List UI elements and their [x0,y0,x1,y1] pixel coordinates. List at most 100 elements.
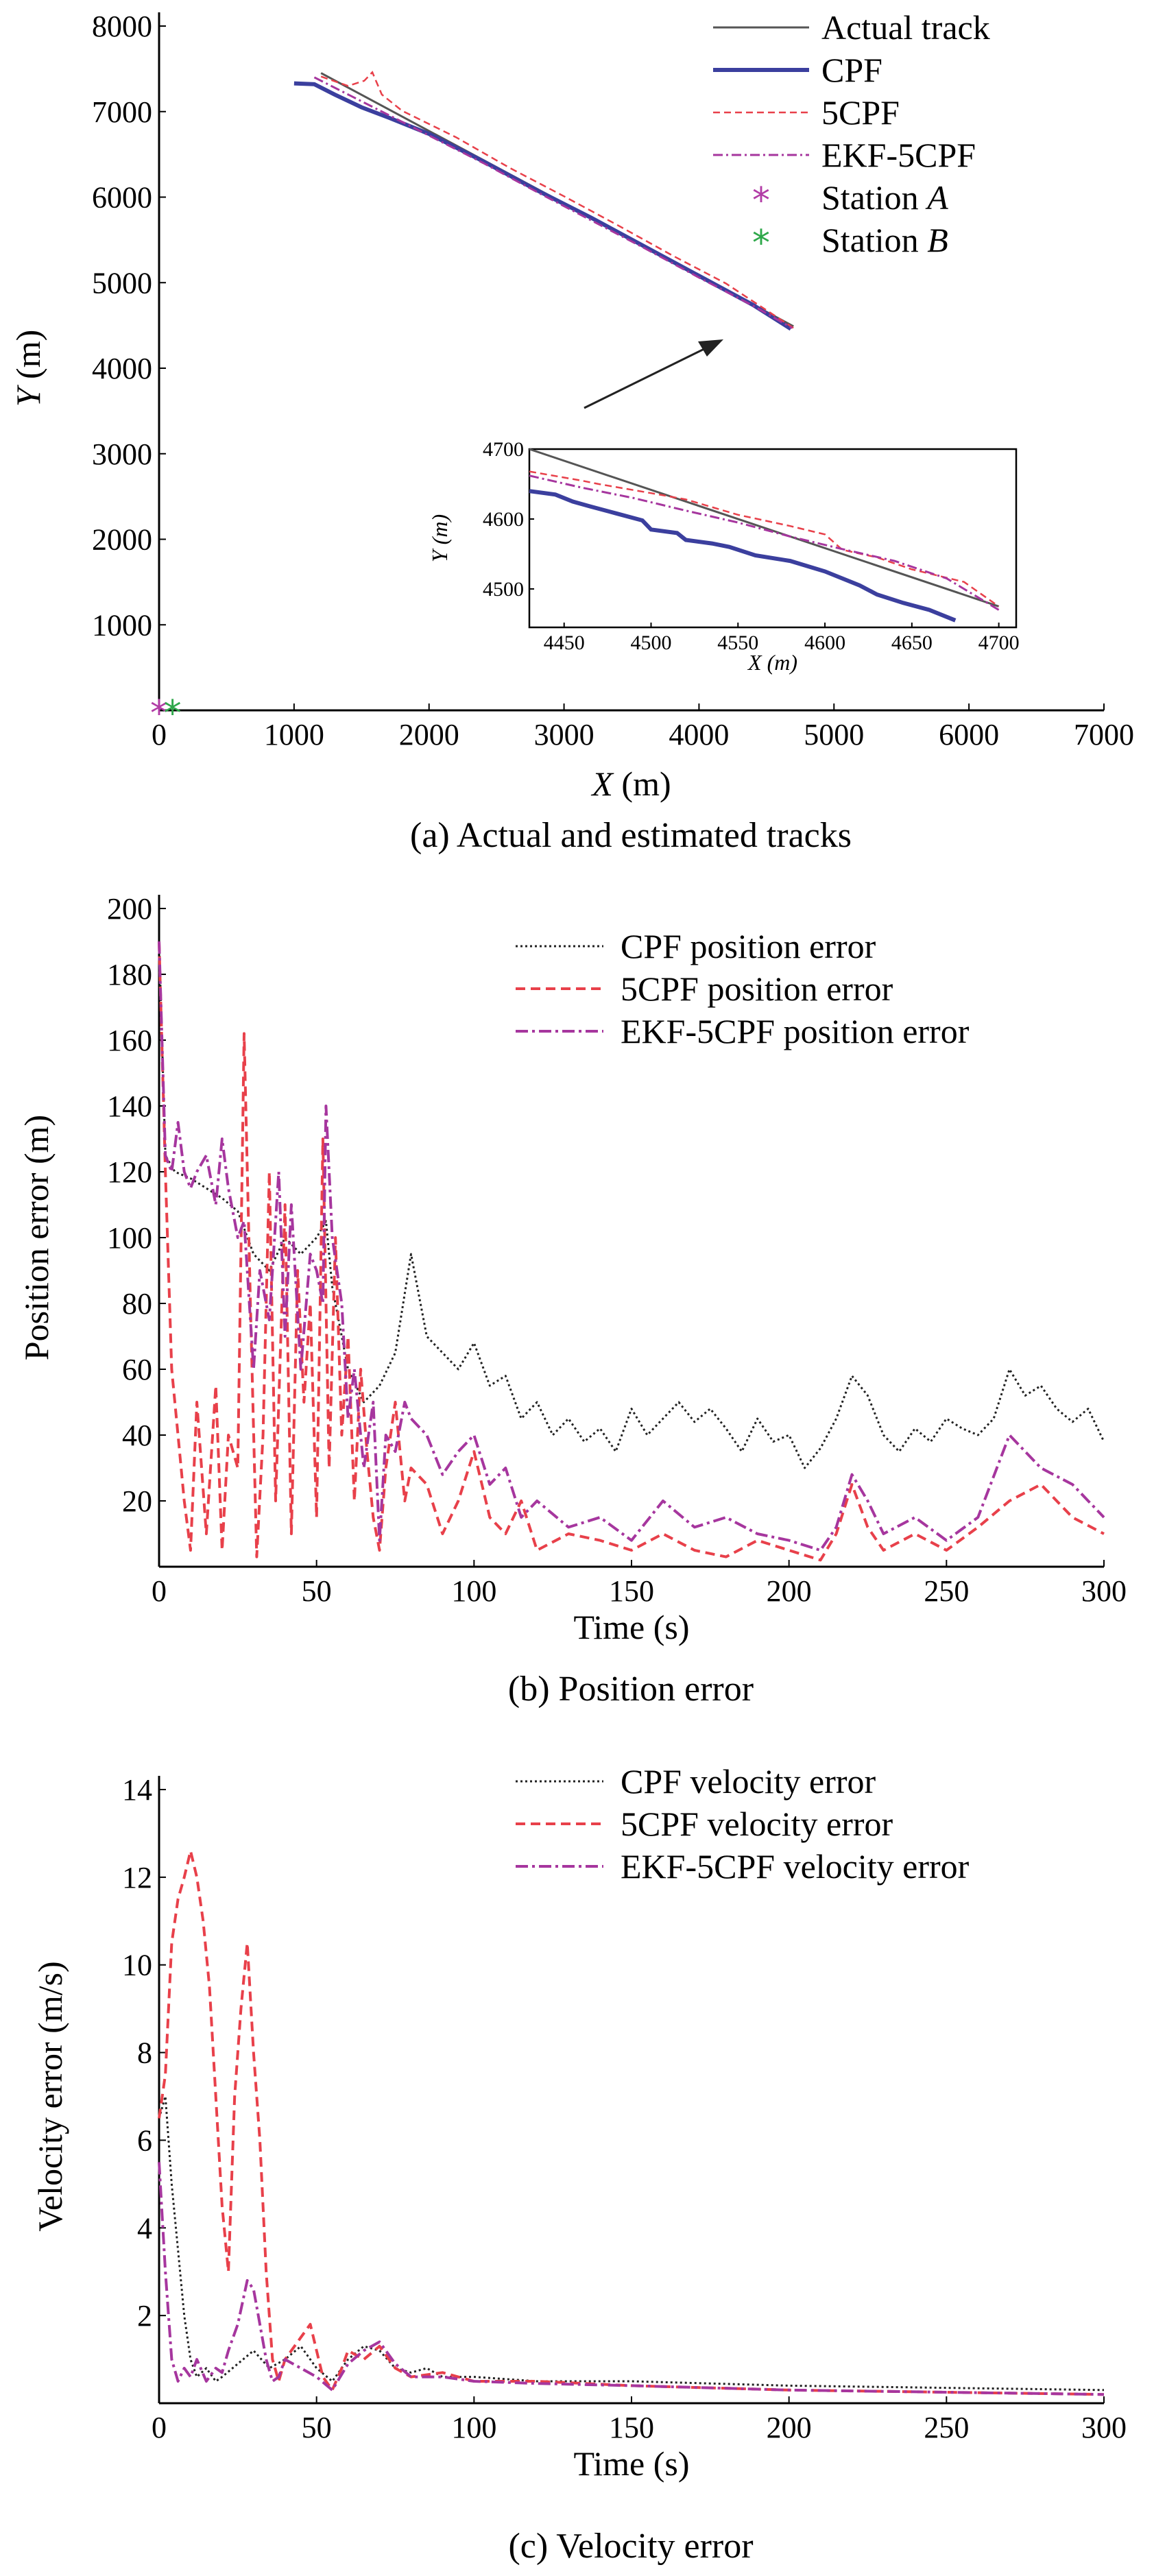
b-x-tick-label: 150 [609,1574,654,1608]
a-x-tick-label: 1000 [264,718,324,751]
a-y-tick-label: 2000 [92,523,152,557]
c-y-axis-label: Velocity error (m/s) [31,1961,69,2231]
a-station-b-marker: * [164,693,182,734]
a-legend-label: Station A [821,178,948,217]
c-x-tick-label: 100 [451,2411,496,2444]
b-y-tick-label: 160 [107,1024,152,1057]
a-inset-series-cpf [529,489,957,623]
c-y-tick-label: 4 [137,2211,152,2245]
panel-c-velocity-error-chart: 0 50 100 150 200 250 300 2 4 6 8 10 12 14 Time (s) Velo… [31,1762,1127,2566]
a-inset-frame [528,448,1018,629]
panel-a-track-chart: 0 1000 2000 3000 4000 5000 6000 7000 1000 2000 300… [9,8,1134,855]
c-series-ekf-5cpf-velocity-error [158,2162,1105,2396]
a-x-tick-label: 6000 [939,718,999,751]
a-x-tick-label: 0 [152,718,167,751]
a-x-axis-label: X (m) [590,765,671,803]
a-legend-label: EKF-5CPF [821,136,976,174]
a-y-tick-label: 6000 [92,181,152,215]
b-x-tick-label: 50 [302,1574,332,1608]
b-y-tick-label: 20 [122,1484,152,1518]
c-y-tick-label: 8 [137,2036,152,2070]
b-legend-label: EKF-5CPF position error [621,1012,970,1050]
a-y-tick-label: 5000 [92,266,152,300]
b-y-tick-label: 120 [107,1155,152,1189]
b-y-tick-label: 60 [122,1353,152,1386]
a-y-axis-label: Y (m) [9,330,47,407]
a-inset-y-axis-label: Y (m) [427,514,452,562]
a-legend-station-marker: * [752,180,770,221]
a-inset-x-tick-label: 4700 [978,631,1020,654]
b-y-tick-label: 180 [107,958,152,991]
c-legend-label: CPF velocity error [621,1762,876,1801]
b-x-axis-label: Time (s) [573,1608,689,1646]
b-x-tick-label: 100 [451,1574,496,1608]
a-legend-station-marker: * [752,223,770,264]
a-inset-x-tick-label: 4450 [544,631,585,654]
c-y-tick-label: 2 [137,2299,152,2333]
a-zoom-arrow-head [698,339,723,357]
a-legend-label: 5CPF [821,93,900,132]
a-caption: (a) Actual and estimated tracks [410,816,852,855]
a-y-tick-label: 7000 [92,95,152,129]
a-inset-series-actual-track [529,448,1000,607]
a-inset-y-tick-label: 4600 [483,508,524,531]
a-y-tick-label: 8000 [92,10,152,43]
a-inset-x-axis-label: X (m) [747,650,797,675]
b-y-tick-label: 200 [107,892,152,926]
b-x-tick-label: 250 [924,1574,969,1608]
a-inset-x-tick-label: 4650 [891,631,933,654]
a-x-tick-label: 5000 [804,718,864,751]
a-series-5cpf [320,71,794,329]
a-zoom-arrow-line [584,345,710,409]
c-x-axis-label: Time (s) [573,2444,689,2483]
a-inset-x-tick-label: 4550 [717,631,758,654]
a-inset-series-5cpf [529,470,1000,607]
c-legend-label: 5CPF velocity error [621,1805,893,1843]
b-y-tick-label: 100 [107,1221,152,1255]
c-caption: (c) Velocity error [508,2527,753,2566]
b-series-ekf-5cpf-position-error [158,941,1105,1552]
a-x-tick-label: 2000 [399,718,459,751]
c-y-tick-label: 6 [137,2123,152,2157]
b-caption: (b) Position error [508,1670,754,1709]
c-x-tick-label: 0 [152,2411,167,2444]
b-x-tick-label: 0 [152,1574,167,1608]
b-series-cpf-position-error [158,941,1105,1469]
a-y-tick-label: 3000 [92,437,152,471]
b-y-tick-label: 80 [122,1287,152,1321]
c-series-5cpf-velocity-error [158,1849,1105,2396]
c-y-tick-label: 14 [122,1773,152,1807]
c-y-tick-label: 10 [122,1949,152,1982]
panel-b-position-error-chart: 0 50 100 150 200 250 300 20 40 60 80 100 120 140 160 18… [17,892,1127,1709]
b-y-tick-label: 140 [107,1090,152,1123]
b-x-tick-label: 200 [767,1574,812,1608]
c-series-cpf-velocity-error [158,2095,1105,2392]
c-x-tick-label: 50 [302,2411,332,2444]
a-inset-y-tick-label: 4700 [483,438,524,461]
c-x-tick-label: 300 [1081,2411,1127,2444]
b-y-tick-label: 40 [122,1419,152,1452]
b-legend-label: CPF position error [621,927,876,965]
c-x-tick-label: 150 [609,2411,654,2444]
c-legend-label: EKF-5CPF velocity error [621,1847,970,1886]
c-x-tick-label: 250 [924,2411,969,2444]
a-x-tick-label: 7000 [1074,718,1134,751]
a-legend-label: Station B [821,221,948,259]
a-x-tick-label: 4000 [669,718,729,751]
b-legend-label: 5CPF position error [621,970,893,1008]
a-legend-label: Actual track [821,8,990,47]
b-y-axis-label: Position error (m) [17,1115,56,1360]
b-x-tick-label: 300 [1081,1574,1127,1608]
a-series-cpf [293,81,792,331]
a-station-a-marker: * [150,693,168,734]
a-legend-label: CPF [821,51,882,89]
c-x-tick-label: 200 [767,2411,812,2444]
a-y-tick-label: 4000 [92,352,152,385]
a-inset-series-ekf-5cpf [529,474,1000,611]
a-x-tick-label: 3000 [534,718,594,751]
b-series-5cpf-position-error [158,941,1105,1562]
a-inset-y-tick-label: 4500 [483,578,524,601]
a-y-tick-label: 1000 [92,608,152,642]
a-inset-x-tick-label: 4600 [804,631,845,654]
